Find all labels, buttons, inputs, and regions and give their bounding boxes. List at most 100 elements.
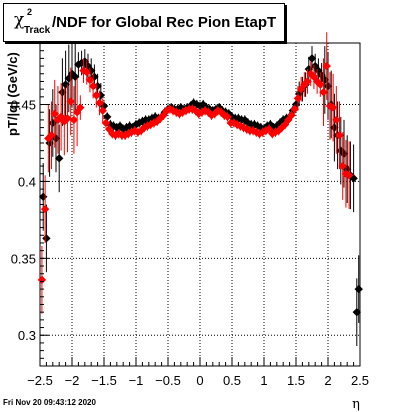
data-point <box>195 101 205 111</box>
data-point <box>48 118 57 128</box>
data-point <box>354 284 363 294</box>
data-point <box>101 118 111 128</box>
x-tick-label: 0.5 <box>223 373 241 388</box>
data-point <box>80 57 89 66</box>
data-point <box>338 161 347 171</box>
data-point <box>56 112 66 122</box>
data-point <box>66 97 75 106</box>
data-point <box>92 91 101 100</box>
data-point <box>335 131 344 140</box>
data-series <box>37 32 363 347</box>
data-point <box>71 72 80 82</box>
data-point <box>322 61 331 71</box>
x-axis-label: η <box>352 397 360 412</box>
data-point <box>67 69 77 78</box>
data-point <box>119 124 128 134</box>
data-point <box>255 129 264 138</box>
data-point <box>339 149 349 158</box>
chart-title: /NDF for Global Rec Pion EtapT <box>52 14 277 31</box>
y-tick-label: 0.35 <box>11 251 36 266</box>
data-point <box>296 84 306 94</box>
data-point <box>40 204 50 214</box>
data-point <box>90 72 99 82</box>
x-tick-label: 0 <box>196 373 203 388</box>
x-tick-label: 1.5 <box>287 373 305 388</box>
timestamp: Fri Nov 20 09:43:12 2020 <box>3 398 96 407</box>
x-tick-label: −1.5 <box>91 373 117 388</box>
data-point <box>147 114 157 123</box>
title-symbol: χ 2 Track <box>4 3 62 42</box>
data-point <box>103 112 112 122</box>
data-point <box>44 134 53 143</box>
data-point <box>85 75 95 85</box>
data-point <box>274 126 283 135</box>
data-point <box>72 108 82 117</box>
y-axis-label: pT/|q| (GeV/c) <box>5 52 20 136</box>
x-tick-label: −0.5 <box>155 373 181 388</box>
x-tick-label: −1 <box>129 373 144 388</box>
data-point <box>96 91 105 100</box>
data-point <box>243 118 253 128</box>
data-point <box>111 131 120 140</box>
data-point <box>194 109 203 118</box>
data-point <box>227 112 237 122</box>
data-point <box>223 112 232 122</box>
chi-symbol: χ <box>14 10 25 30</box>
data-point <box>82 68 91 77</box>
axes: −2.5 −2 −1.5 −1 −0.5 0 0.5 1 1.5 2 2.5 0.3 0.35 0.4 0.… <box>11 50 369 388</box>
data-point <box>136 126 146 135</box>
x-tick-label: 2 <box>324 373 331 388</box>
data-point <box>114 129 123 138</box>
data-point <box>264 124 274 134</box>
data-point <box>293 94 303 103</box>
series-2 <box>37 32 354 314</box>
data-point <box>53 115 63 125</box>
data-point <box>79 66 88 75</box>
data-point <box>162 106 171 115</box>
data-point <box>316 80 325 89</box>
data-point <box>287 111 296 120</box>
data-point <box>332 115 341 125</box>
data-point <box>74 60 83 69</box>
data-point <box>50 109 59 118</box>
data-point <box>95 98 104 108</box>
data-point <box>131 120 141 129</box>
data-point <box>76 103 85 112</box>
chi-subscript: Track <box>24 25 51 36</box>
data-point <box>242 124 251 134</box>
data-point <box>61 80 70 89</box>
data-point <box>51 134 61 143</box>
x-tick-label: −2 <box>65 373 80 388</box>
data-point <box>42 234 51 243</box>
data-point <box>319 88 328 97</box>
data-point <box>93 81 102 91</box>
chi-superscript: 2 <box>27 7 33 17</box>
x-tick-label: 2.5 <box>351 373 369 388</box>
data-point <box>47 131 56 140</box>
data-point <box>328 103 338 112</box>
y-tick-label: 0.45 <box>11 98 36 113</box>
data-point <box>306 69 315 78</box>
data-point <box>77 58 86 68</box>
data-point <box>104 124 114 134</box>
data-point <box>37 275 47 285</box>
x-tick-label: −2.5 <box>27 373 53 388</box>
data-point <box>108 129 117 138</box>
data-point <box>55 154 64 163</box>
data-point <box>63 114 72 123</box>
data-point <box>98 106 107 115</box>
data-point <box>69 115 79 125</box>
data-point <box>178 108 187 117</box>
data-point <box>307 54 317 63</box>
chart-title-box: χ 2 Track /NDF for Global Rec Pion EtapT <box>3 3 285 42</box>
data-point <box>210 109 219 118</box>
y-tick-label: 0.3 <box>18 328 36 343</box>
x-tick-label: 1 <box>260 373 267 388</box>
data-point <box>312 77 322 86</box>
data-point <box>344 171 354 180</box>
data-point <box>83 61 93 71</box>
data-point <box>290 104 299 114</box>
data-point <box>303 77 312 86</box>
y-tick-label: 0.4 <box>18 174 36 189</box>
